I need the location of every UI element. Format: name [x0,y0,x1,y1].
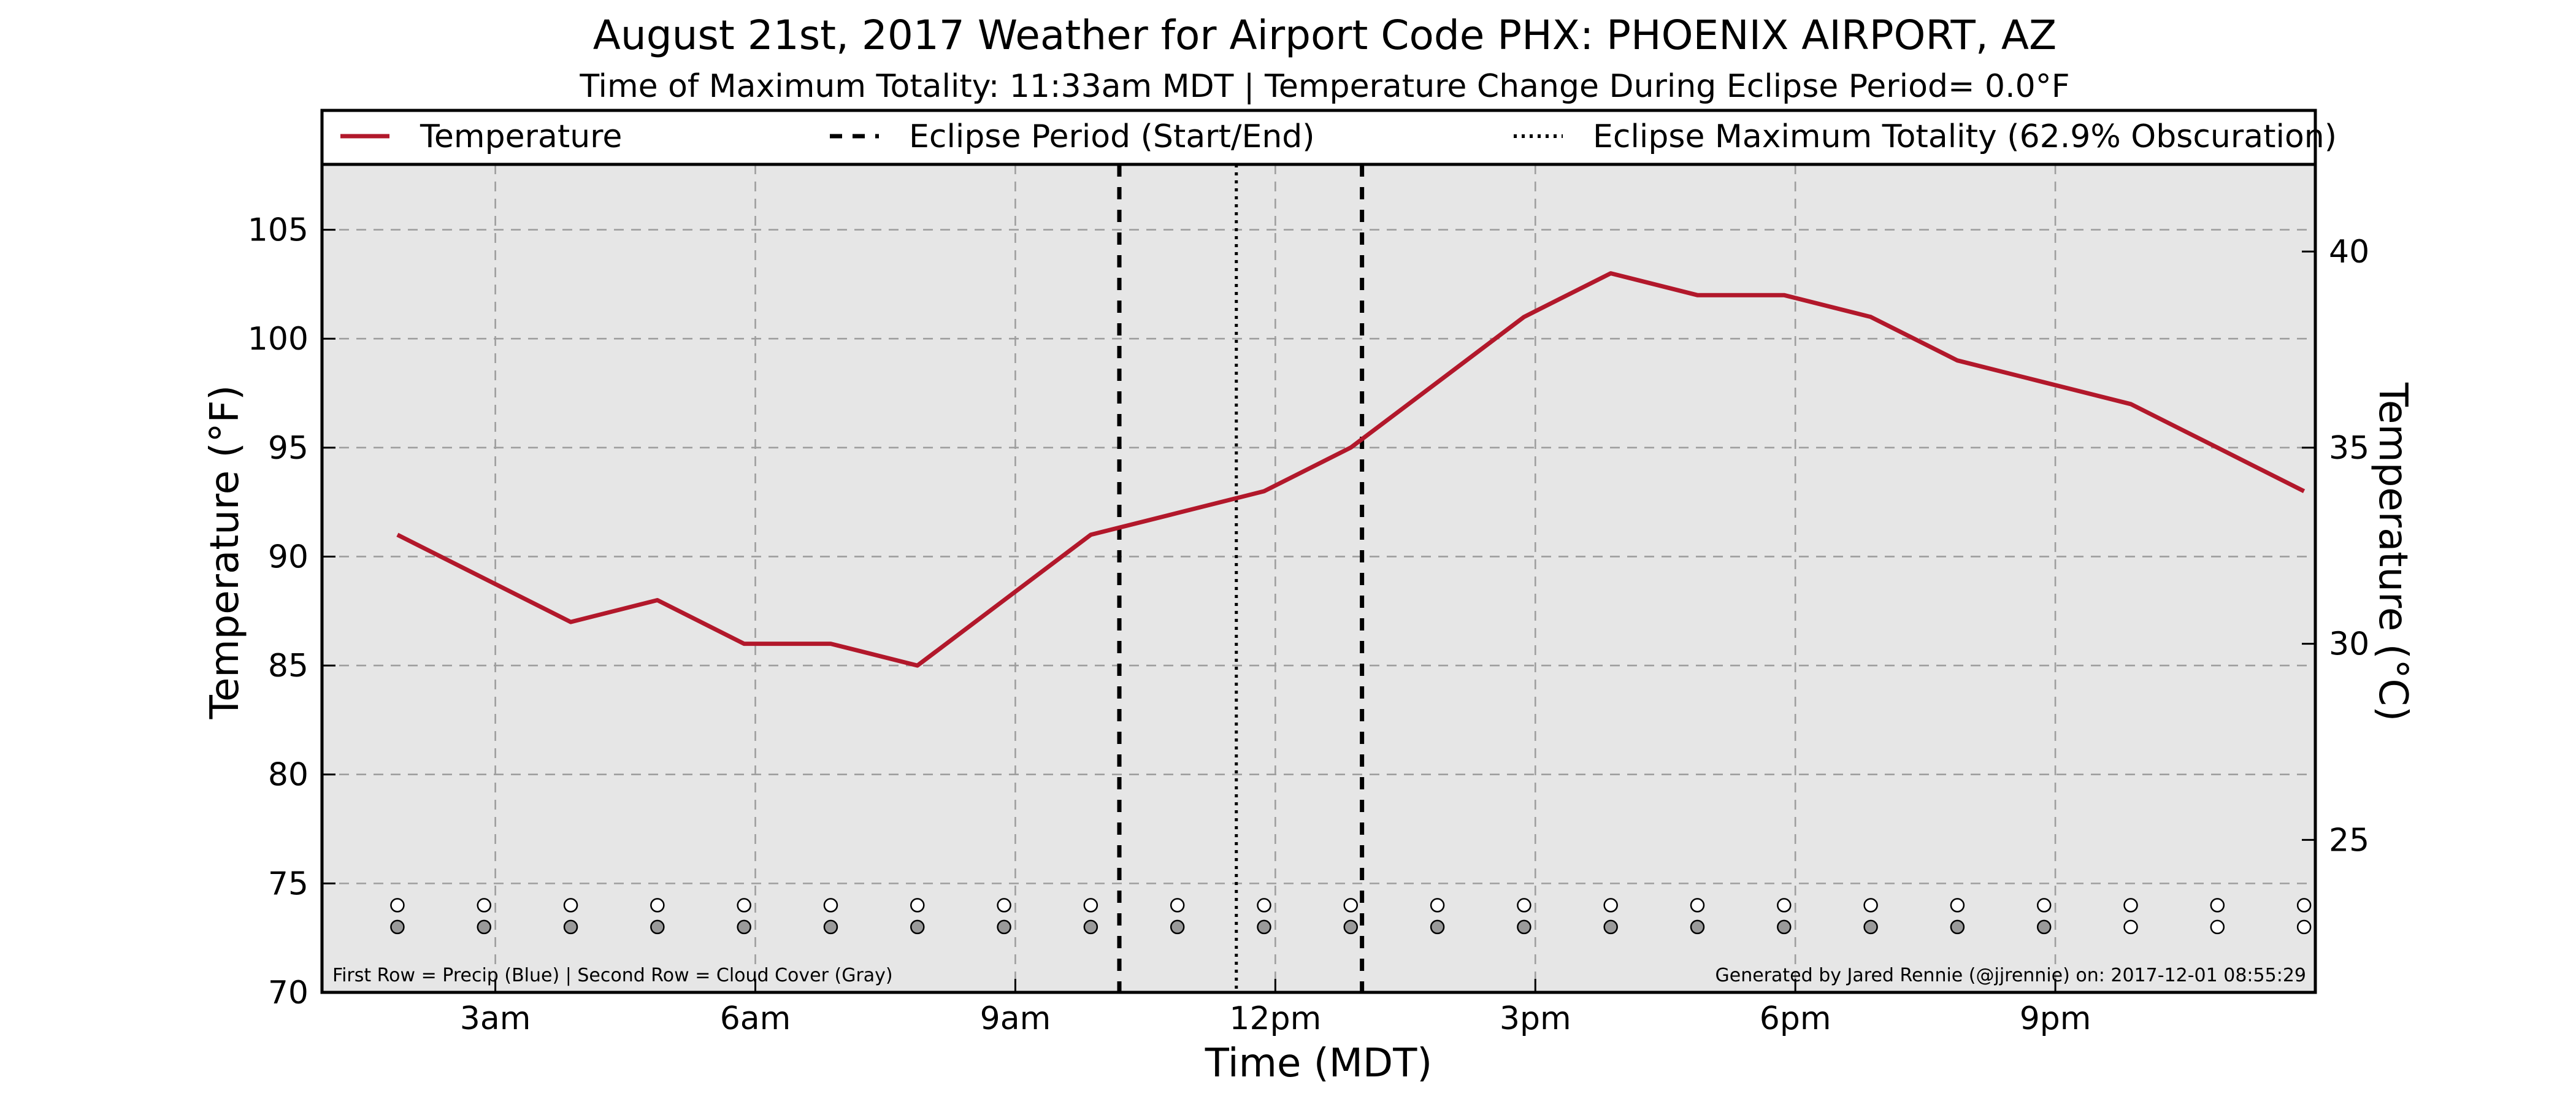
precip-dot [1430,898,1445,913]
cloud-cover-dot [650,919,665,935]
precip-dot [390,898,405,913]
cloud-cover-dot [2036,919,2052,935]
precip-dot [1517,898,1531,913]
precip-dot [2123,898,2138,913]
precip-dot [737,898,751,913]
precip-dot [1950,898,1965,913]
y-right-tick-label: 40 [2329,234,2369,270]
precip-dot [2296,898,2312,913]
y-tick-label: 95 [268,430,309,467]
x-tick-label: 9pm [2020,1000,2091,1037]
y-tick-label: 105 [248,212,309,249]
y-axis-left: 70 75 80 85 90 95 100 105 [248,212,335,1011]
legend: Temperature Eclipse Period (Start/End) E… [340,118,2337,155]
cloud-cover-dot [997,919,1011,935]
cloud-cover-dot [1083,919,1098,935]
grid [322,164,2315,992]
y-axis-right: 25 30 35 40 [2302,234,2369,859]
y-tick-label: 70 [268,975,309,1011]
precip-dot [2036,898,2052,913]
x-axis: 3am 6am 9am 12pm 3pm 6pm 9pm [460,979,2091,1037]
generated-by-note: Generated by Jared Rennie (@jjrennie) on… [1715,965,2306,986]
y-tick-label: 90 [268,539,309,575]
cloud-cover-dot [1603,919,1618,935]
x-tick-label: 3pm [1500,1000,1571,1037]
cloud-cover-dot [1517,919,1531,935]
precip-dot [1257,898,1271,913]
precip-dot [823,898,838,913]
cloud-cover-dot [563,919,578,935]
x-tick-label: 9am [980,1000,1051,1037]
cloud-cover-dot [2296,919,2312,935]
y-tick-label: 85 [268,648,309,684]
x-axis-label: Time (MDT) [1205,1041,1433,1086]
cloud-cover-dot [823,919,838,935]
y-tick-label: 80 [268,757,309,794]
x-tick-label: 3am [460,1000,531,1037]
cloud-cover-dot [1863,919,1878,935]
y-tick-label: 75 [268,865,309,902]
cloud-cover-dot [910,919,925,935]
plot-background [322,164,2315,992]
precip-dot [1083,898,1098,913]
indicator-rows [390,898,2312,935]
y-axis-label: Temperature (°F) [202,385,248,720]
precip-dot [1343,898,1359,913]
cloud-cover-dot [1777,919,1792,935]
cloud-cover-dot [1343,919,1359,935]
y-right-tick-label: 25 [2329,822,2369,859]
eclipse-lines [1117,164,1365,992]
legend-temperature-label: Temperature [420,118,622,155]
precip-dot [1777,898,1792,913]
precip-dot [650,898,665,913]
cloud-cover-dot [1430,919,1445,935]
chart-title: August 21st, 2017 Weather for Airport Co… [593,12,2057,59]
y-right-tick-label: 30 [2329,626,2369,663]
y-right-tick-label: 35 [2329,430,2369,467]
cloud-cover-dot [390,919,405,935]
cloud-cover-dot [2210,919,2225,935]
cloud-cover-dot [1170,919,1185,935]
precip-dot [477,898,491,913]
x-tick-label: 6am [720,1000,791,1037]
precip-dot [1690,898,1705,913]
cloud-cover-dot [737,919,751,935]
precip-dot [1863,898,1878,913]
y-axis-right-label: Temperature (°C) [2370,382,2415,721]
cloud-cover-dot [1950,919,1965,935]
precip-dot [997,898,1011,913]
cloud-cover-dot [477,919,491,935]
chart-subtitle: Time of Maximum Totality: 11:33am MDT | … [579,68,2069,105]
plot-frame [320,109,2317,994]
precip-cloud-note: First Row = Precip (Blue) | Second Row =… [332,965,893,986]
precip-dot [2210,898,2225,913]
legend-eclipse-period-label: Eclipse Period (Start/End) [909,118,1315,155]
y-tick-label: 100 [248,321,309,358]
precip-dot [563,898,578,913]
legend-eclipse-max-label: Eclipse Maximum Totality (62.9% Obscurat… [1593,118,2337,155]
temperature-line [396,271,2306,668]
precip-dot [1603,898,1618,913]
series-layer [396,271,2306,668]
precip-dot [910,898,925,913]
cloud-cover-dot [1257,919,1271,935]
precip-dot [1170,898,1185,913]
cloud-cover-dot [2123,919,2138,935]
x-tick-label: 6pm [1760,1000,1831,1037]
cloud-cover-dot [1690,919,1705,935]
x-tick-label: 12pm [1229,1000,1321,1037]
